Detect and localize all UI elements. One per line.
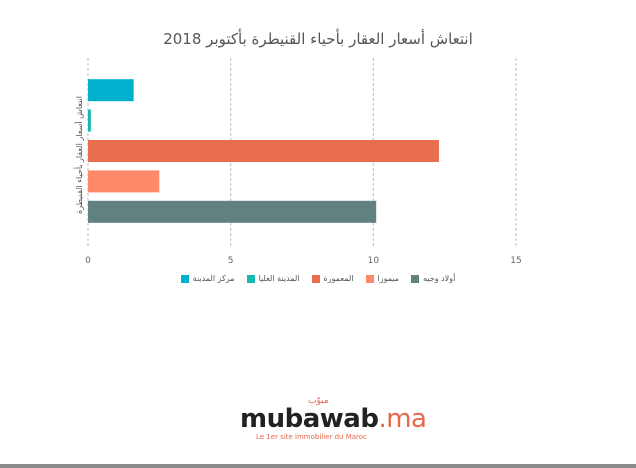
legend-item: ميموزا	[365, 274, 400, 283]
x-tick-label: 15	[510, 256, 521, 266]
x-tick-label: 5	[228, 256, 234, 266]
x-tick-label: 10	[368, 256, 380, 266]
bar-3	[88, 140, 439, 162]
y-axis-label: انتعاش أسعار العقار بأحياء القنيطرة	[73, 96, 84, 214]
legend-swatch	[411, 274, 420, 283]
bar-2	[88, 109, 91, 132]
chart-plot: 0 5 10 15 انتعاش أسعار العقار بأحياء القنيط…	[73, 58, 522, 266]
legend-swatch	[246, 274, 255, 283]
legend-swatch	[180, 274, 189, 283]
legend-label: ميموزا	[377, 274, 400, 283]
legend-label: مركز المدينة	[192, 274, 235, 283]
legend-item: مركز المدينة	[180, 274, 235, 283]
legend-label: أولاد وجيه	[423, 274, 456, 283]
legend-item: المعمورة	[311, 274, 354, 283]
chart-title: انتعاش أسعار العقار بأحياء القنيطرة بأكت…	[163, 30, 473, 48]
bar-1	[88, 79, 134, 102]
logo-name: mubawab	[240, 404, 379, 434]
logo-arabic-text: مبوّب	[308, 396, 329, 406]
chart-legend: مركز المدينة المدينة العليا المعمورة ميموزا…	[0, 274, 636, 283]
bar-4	[88, 170, 160, 193]
legend-swatch	[311, 274, 320, 283]
legend-item: المدينة العليا	[246, 274, 300, 283]
bar-5	[88, 200, 377, 223]
legend-label: المعمورة	[323, 274, 354, 283]
legend-item: أولاد وجيه	[411, 274, 455, 283]
x-tick-label: 0	[85, 256, 91, 266]
legend-swatch	[365, 274, 374, 283]
logo-wordmark: mubawab.ma	[240, 404, 427, 434]
logo-suffix: .ma	[378, 404, 427, 434]
logo-tagline: Le 1er site immobilier du Maroc	[256, 433, 367, 441]
bottom-divider	[0, 464, 636, 468]
legend-label: المدينة العليا	[258, 274, 300, 283]
